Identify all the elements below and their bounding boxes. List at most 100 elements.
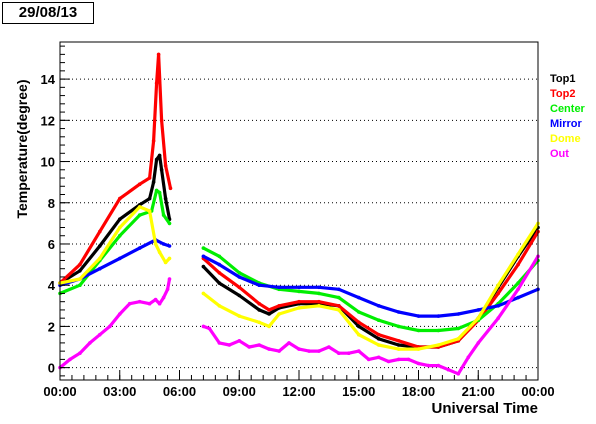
data-point bbox=[456, 337, 461, 341]
data-point bbox=[396, 357, 401, 362]
data-point bbox=[227, 343, 232, 347]
data-point bbox=[167, 221, 172, 226]
data-point bbox=[159, 118, 164, 123]
x-axis-label: Universal Time bbox=[431, 400, 538, 417]
data-point bbox=[147, 196, 152, 201]
data-point bbox=[376, 318, 381, 323]
x-tick-label: 09:00 bbox=[223, 384, 256, 399]
data-point bbox=[416, 347, 421, 351]
data-point bbox=[317, 349, 321, 353]
data-point bbox=[151, 139, 156, 143]
data-point bbox=[118, 196, 122, 201]
data-point bbox=[154, 81, 159, 85]
data-point bbox=[137, 246, 142, 250]
data-point bbox=[137, 299, 142, 304]
data-point bbox=[516, 262, 520, 267]
data-point bbox=[426, 363, 431, 368]
data-point bbox=[357, 324, 361, 329]
data-point bbox=[406, 357, 411, 362]
data-point bbox=[297, 306, 301, 310]
data-point bbox=[165, 287, 170, 292]
data-point bbox=[78, 269, 82, 273]
data-point bbox=[159, 168, 164, 172]
data-point bbox=[247, 345, 251, 349]
data-point bbox=[98, 256, 102, 261]
data-point bbox=[357, 295, 361, 300]
data-point bbox=[257, 308, 262, 312]
data-point bbox=[237, 275, 242, 279]
data-point bbox=[416, 314, 421, 318]
data-point bbox=[277, 312, 281, 316]
data-point bbox=[167, 244, 172, 248]
data-point bbox=[98, 244, 102, 248]
data-point bbox=[317, 304, 321, 308]
data-point bbox=[396, 310, 401, 314]
data-point bbox=[317, 291, 321, 296]
data-point bbox=[118, 233, 122, 238]
data-point bbox=[118, 256, 122, 261]
data-point bbox=[277, 304, 281, 308]
data-point bbox=[217, 262, 222, 267]
data-point bbox=[167, 277, 172, 281]
data-point bbox=[516, 252, 520, 257]
data-point bbox=[357, 310, 361, 314]
data-point bbox=[297, 285, 301, 290]
series-line bbox=[201, 254, 540, 318]
data-point bbox=[157, 153, 162, 158]
data-point bbox=[456, 312, 461, 316]
data-point bbox=[78, 283, 82, 288]
data-point bbox=[153, 297, 158, 302]
series-line bbox=[58, 205, 172, 285]
data-point bbox=[267, 312, 271, 316]
data-point bbox=[476, 316, 481, 321]
data-point bbox=[157, 250, 162, 254]
data-point bbox=[327, 345, 331, 349]
data-point bbox=[337, 304, 341, 308]
data-point bbox=[201, 246, 206, 250]
data-point bbox=[163, 260, 168, 265]
data-point bbox=[436, 314, 441, 318]
data-point bbox=[98, 229, 102, 234]
data-point bbox=[297, 289, 301, 294]
data-point bbox=[287, 341, 291, 345]
data-point bbox=[217, 281, 222, 285]
data-point bbox=[436, 328, 441, 333]
data-point bbox=[137, 213, 142, 217]
data-point bbox=[496, 304, 501, 308]
data-point bbox=[376, 337, 381, 341]
x-tick-label: 21:00 bbox=[462, 384, 495, 399]
legend-entry-mirror: Mirror bbox=[550, 118, 582, 130]
data-point bbox=[357, 320, 361, 325]
data-point bbox=[476, 341, 481, 345]
data-point bbox=[396, 339, 401, 343]
data-point bbox=[307, 349, 311, 353]
legend-entry-center: Center bbox=[550, 103, 585, 115]
data-point bbox=[161, 295, 166, 300]
legend-entry-dome: Dome bbox=[550, 133, 581, 145]
data-point bbox=[217, 304, 222, 308]
data-point bbox=[167, 256, 172, 261]
data-point bbox=[416, 361, 421, 366]
data-point bbox=[257, 343, 262, 347]
data-point bbox=[217, 271, 222, 275]
data-point bbox=[267, 347, 271, 351]
data-point bbox=[147, 301, 152, 306]
data-point bbox=[317, 285, 321, 290]
x-tick-label: 15:00 bbox=[342, 384, 375, 399]
data-point bbox=[163, 163, 168, 168]
data-point bbox=[357, 349, 361, 353]
data-point bbox=[257, 301, 262, 306]
data-point bbox=[476, 308, 481, 312]
data-point bbox=[237, 271, 242, 275]
data-point bbox=[156, 52, 161, 57]
data-point bbox=[436, 363, 441, 368]
x-tick-label: 00:00 bbox=[43, 384, 76, 399]
data-point bbox=[376, 343, 381, 347]
data-point bbox=[118, 217, 122, 221]
series-line bbox=[58, 153, 172, 285]
data-point bbox=[297, 299, 301, 304]
data-point bbox=[147, 209, 152, 213]
x-tick-label: 00:00 bbox=[521, 384, 554, 399]
data-point bbox=[396, 343, 401, 347]
data-point bbox=[456, 326, 461, 331]
